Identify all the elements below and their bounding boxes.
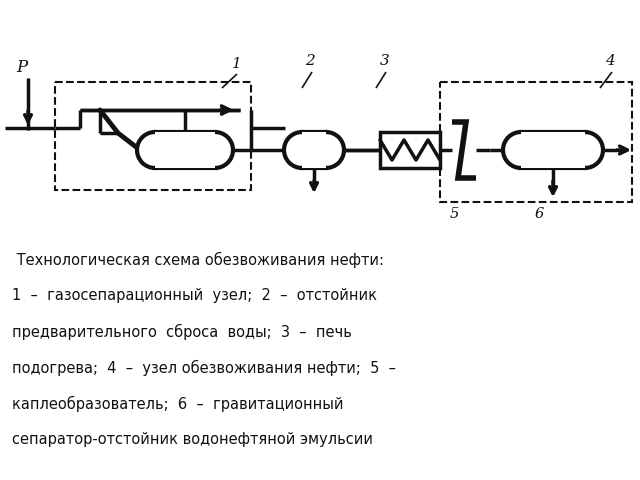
Bar xyxy=(302,132,326,168)
Text: 1: 1 xyxy=(232,57,242,71)
Text: предварительного  сброса  воды;  3  –  печь: предварительного сброса воды; 3 – печь xyxy=(12,324,352,340)
Text: каплеобразователь;  6  –  гравитационный: каплеобразователь; 6 – гравитационный xyxy=(12,396,344,412)
Text: 6: 6 xyxy=(535,207,544,221)
Text: сепаратор-отстойник водонефтяной эмульсии: сепаратор-отстойник водонефтяной эмульси… xyxy=(12,432,373,447)
Text: 2: 2 xyxy=(305,54,315,68)
Bar xyxy=(302,132,326,168)
Text: 4: 4 xyxy=(605,54,615,68)
Bar xyxy=(440,82,632,202)
Bar xyxy=(155,132,215,168)
Bar xyxy=(521,132,585,168)
Bar xyxy=(55,82,251,190)
Bar xyxy=(155,132,215,168)
Text: 5: 5 xyxy=(450,207,460,221)
Ellipse shape xyxy=(197,132,233,168)
Bar xyxy=(380,132,440,168)
Ellipse shape xyxy=(567,132,603,168)
Ellipse shape xyxy=(284,132,320,168)
Ellipse shape xyxy=(137,132,173,168)
Text: подогрева;  4  –  узел обезвоживания нефти;  5  –: подогрева; 4 – узел обезвоживания нефти;… xyxy=(12,360,396,376)
Text: Технологическая схема обезвоживания нефти:: Технологическая схема обезвоживания нефт… xyxy=(12,252,384,268)
Text: 1  –  газосепарационный  узел;  2  –  отстойник: 1 – газосепарационный узел; 2 – отстойни… xyxy=(12,288,377,303)
Text: 3: 3 xyxy=(380,54,390,68)
Ellipse shape xyxy=(308,132,344,168)
Text: P: P xyxy=(16,59,27,76)
Bar xyxy=(521,132,585,168)
Ellipse shape xyxy=(503,132,539,168)
